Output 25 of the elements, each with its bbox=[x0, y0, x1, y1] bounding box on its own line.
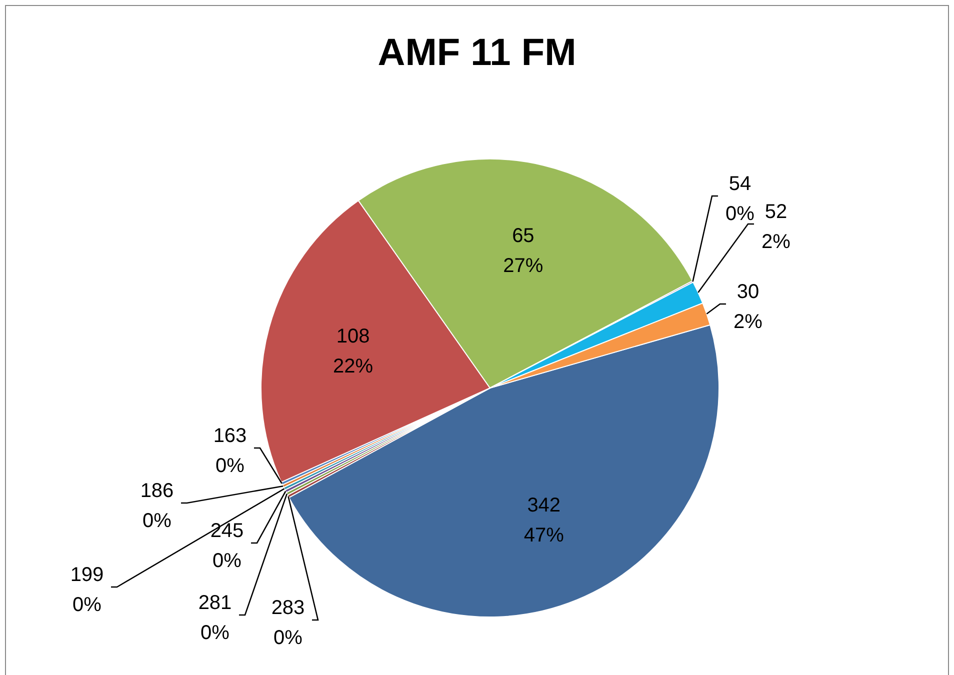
data-label: 0% bbox=[726, 203, 755, 225]
data-label: 2% bbox=[762, 231, 791, 253]
data-label: 2% bbox=[734, 311, 763, 333]
chart-title: AMF 11 FM bbox=[376, 32, 578, 75]
slice-label: 281 bbox=[198, 592, 232, 614]
slice-label: 52 bbox=[764, 201, 788, 223]
data-label: 0% bbox=[274, 627, 303, 649]
slice-label: 199 bbox=[70, 564, 104, 586]
slice-label: 163 bbox=[213, 425, 247, 447]
slice-label: 342 bbox=[527, 494, 561, 516]
data-label: 0% bbox=[200, 622, 230, 644]
data-label: 47% bbox=[524, 524, 564, 546]
slice-label: 54 bbox=[728, 173, 752, 195]
data-label: 27% bbox=[503, 254, 544, 277]
data-label: 22% bbox=[333, 355, 374, 378]
slice-label: 30 bbox=[736, 281, 760, 303]
data-label: 0% bbox=[216, 455, 245, 477]
data-label: 0% bbox=[142, 510, 172, 532]
data-label: 0% bbox=[212, 550, 242, 572]
slice-label: 65 bbox=[512, 224, 534, 247]
slice-label: 108 bbox=[336, 325, 370, 348]
data-label: 0% bbox=[72, 594, 102, 616]
slice-label: 245 bbox=[210, 520, 244, 542]
slice-label: 283 bbox=[271, 597, 305, 619]
slice-label: 186 bbox=[140, 480, 174, 502]
